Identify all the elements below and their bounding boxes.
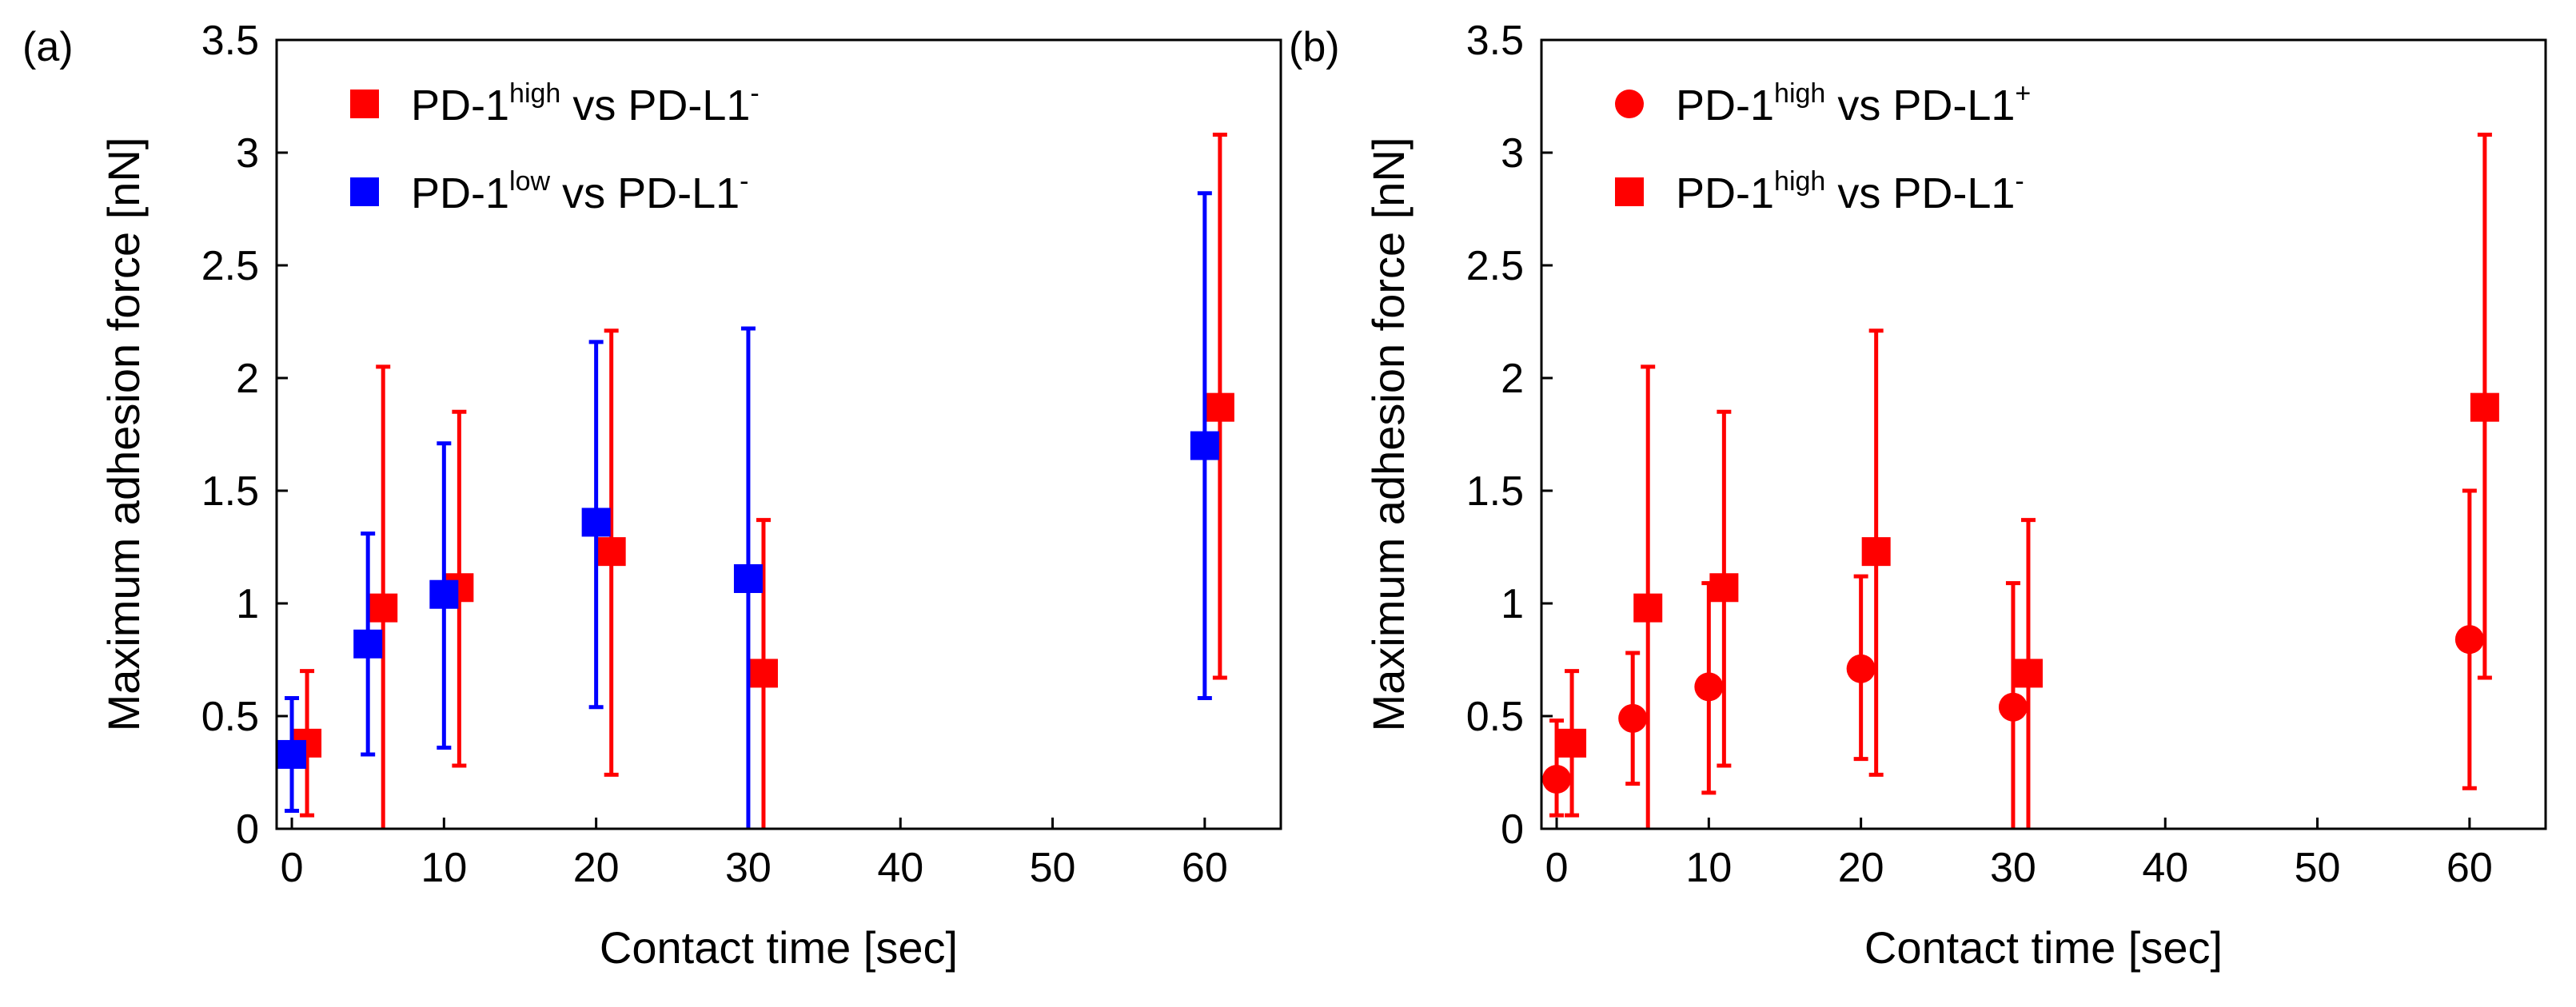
x-tick-label: 0	[281, 845, 304, 891]
x-tick-label: 20	[573, 845, 620, 891]
data-point	[1618, 703, 1648, 733]
data-point	[429, 579, 459, 609]
x-axis-title: Contact time [sec]	[1864, 922, 2223, 973]
series-0	[293, 132, 1234, 829]
legend-label: PD-1high vs PD-L1-	[1676, 166, 2024, 217]
y-tick-label: 0.5	[201, 694, 259, 740]
data-point	[581, 507, 611, 537]
data-point	[2013, 659, 2043, 688]
legend-label: PD-1low vs PD-L1-	[411, 166, 748, 217]
data-point	[1633, 593, 1663, 623]
data-point	[369, 593, 398, 623]
x-tick-label: 20	[1838, 845, 1884, 891]
data-point	[596, 537, 626, 567]
x-tick-label: 40	[2142, 845, 2188, 891]
legend-marker	[1615, 90, 1644, 118]
y-tick-label: 1	[236, 581, 259, 627]
data-point	[2454, 625, 2484, 655]
data-point	[1557, 728, 1587, 758]
data-point	[277, 739, 307, 769]
x-tick-label: 10	[421, 845, 467, 891]
data-point	[1709, 573, 1739, 603]
plot-frame	[275, 38, 1282, 830]
data-point	[1861, 537, 1891, 567]
series-1	[277, 191, 1219, 829]
y-tick-label: 3	[1501, 130, 1524, 177]
y-tick-label: 1.5	[1466, 468, 1524, 515]
panel-b: (b) 0 10 20 30 40 50 60 0 0.5 1 1.5 2 2.5 3 3.5 Contact …	[1289, 18, 2547, 973]
y-tick-label: 0	[1501, 806, 1524, 853]
legend-marker	[350, 177, 379, 206]
x-axis-title: Contact time [sec]	[600, 922, 958, 973]
x-tick-label: 30	[725, 845, 772, 891]
data-point	[1998, 692, 2028, 722]
plot-frame	[1540, 38, 2547, 830]
legend-label: PD-1high vs PD-L1+	[1676, 78, 2031, 129]
x-tick-label: 60	[2446, 845, 2493, 891]
panel-a: (a) 0 10 20 30 40 50 60 0 0.5 1 1.5 2 2.5 3 3.5 Contact …	[22, 18, 1282, 973]
y-tick-label: 2	[1501, 356, 1524, 402]
x-tick-label: 60	[1182, 845, 1228, 891]
data-point	[1846, 654, 1876, 683]
y-axis-title: Maximum adhesion force [nN]	[98, 137, 149, 732]
y-tick-label: 2	[236, 356, 259, 402]
x-tick-label: 0	[1545, 845, 1569, 891]
x-tick-label: 50	[1030, 845, 1076, 891]
y-tick-label: 2.5	[201, 243, 259, 289]
legend-marker	[1615, 177, 1644, 206]
data-point	[1542, 764, 1572, 794]
data-point	[733, 563, 763, 593]
x-tick-label: 40	[877, 845, 923, 891]
series-1	[1557, 132, 2499, 829]
y-tick-label: 3.5	[1466, 18, 1524, 64]
legend-marker	[350, 90, 379, 118]
panel-label: (b)	[1289, 24, 1340, 70]
panel-label: (a)	[22, 24, 74, 70]
legend-label: PD-1high vs PD-L1-	[411, 78, 760, 129]
data-point	[353, 629, 383, 659]
y-tick-label: 1.5	[201, 468, 259, 515]
x-tick-label: 30	[1990, 845, 2036, 891]
data-point	[748, 659, 778, 688]
data-point	[1205, 392, 1234, 422]
y-tick-label: 3	[236, 130, 259, 177]
y-tick-label: 2.5	[1466, 243, 1524, 289]
data-point	[1190, 431, 1219, 460]
y-tick-label: 1	[1501, 581, 1524, 627]
data-point	[2470, 392, 2499, 422]
y-tick-label: 0.5	[1466, 694, 1524, 740]
x-tick-label: 10	[1685, 845, 1732, 891]
data-point	[1694, 672, 1724, 702]
y-tick-label: 3.5	[201, 18, 259, 64]
y-axis-title: Maximum adhesion force [nN]	[1363, 137, 1414, 732]
x-tick-label: 50	[2295, 845, 2341, 891]
y-tick-label: 0	[236, 806, 259, 853]
series-0	[1542, 488, 2484, 829]
